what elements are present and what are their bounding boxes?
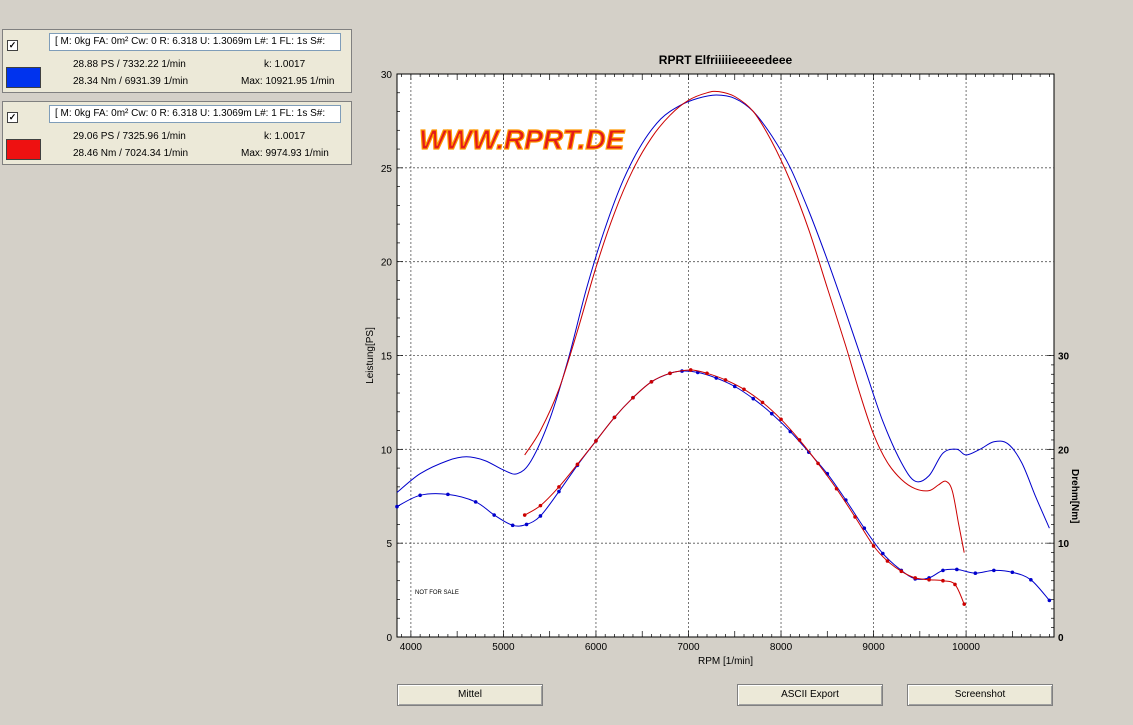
run-1-power: 28.88 PS / 7332.22 1/min bbox=[73, 59, 186, 70]
series-4-point bbox=[649, 379, 654, 384]
series-4-point bbox=[705, 371, 709, 376]
series-4-point bbox=[853, 515, 857, 519]
y-tick-label: 15 bbox=[381, 352, 393, 363]
series-4-point bbox=[575, 462, 580, 467]
run-1-checkbox[interactable]: ✓ bbox=[7, 40, 18, 51]
series-3-point bbox=[492, 513, 496, 517]
series-4-point bbox=[899, 569, 904, 574]
series-3-point bbox=[862, 526, 867, 530]
y-tick-label: 0 bbox=[386, 633, 392, 644]
x-axis-label: RPM [1/min] bbox=[698, 656, 753, 667]
series-3-point bbox=[973, 571, 978, 575]
series-4-point bbox=[688, 368, 693, 372]
run-1-torque: 28.34 Nm / 6931.39 1/min bbox=[73, 76, 189, 87]
run-1-max: Max: 10921.95 1/min bbox=[241, 76, 335, 87]
y2-tick-label: 20 bbox=[1058, 445, 1070, 456]
series-4-point bbox=[953, 582, 957, 587]
series-4-point bbox=[797, 438, 802, 442]
series-3-point bbox=[1029, 577, 1033, 582]
series-3-point bbox=[524, 522, 529, 527]
y-tick-label: 20 bbox=[381, 258, 393, 269]
series-3-point bbox=[732, 384, 737, 389]
y-tick-label: 10 bbox=[381, 445, 393, 456]
y-axis-label: Leistung[PS] bbox=[365, 327, 376, 384]
run-1-color-swatch[interactable] bbox=[6, 67, 41, 88]
series-4-point bbox=[668, 371, 672, 376]
series-3-point bbox=[955, 567, 959, 572]
run-2-info-field[interactable]: [ M: 0kg FA: 0m² Cw: 0 R: 6.318 U: 1.306… bbox=[49, 105, 341, 123]
series-3-point bbox=[992, 568, 996, 573]
series-3-point bbox=[941, 568, 945, 573]
series-4-point bbox=[816, 461, 820, 466]
series-3-point bbox=[881, 551, 885, 556]
ascii-export-button[interactable]: ASCII Export bbox=[737, 684, 883, 706]
series-4-point bbox=[538, 503, 543, 508]
series-4-point bbox=[612, 415, 617, 420]
series-2-line bbox=[524, 90, 965, 553]
series-4-point bbox=[913, 576, 917, 580]
series-3-point bbox=[1047, 598, 1052, 603]
series-3-point bbox=[538, 514, 543, 518]
not-for-sale-label: NOT FOR SALE bbox=[415, 590, 459, 596]
y-tick-label: 25 bbox=[381, 164, 393, 175]
chart-title: RPRT Elfriiiiieeeeedeee bbox=[659, 53, 793, 67]
x-tick-label: 8000 bbox=[770, 642, 793, 653]
series-3-point bbox=[446, 492, 450, 497]
run-panel-2: ✓ [ M: 0kg FA: 0m² Cw: 0 R: 6.318 U: 1.3… bbox=[2, 101, 352, 165]
watermark-logo: WWW.RPRT.DE bbox=[419, 124, 626, 155]
series-4-point bbox=[779, 417, 783, 422]
run-2-color-swatch[interactable] bbox=[6, 139, 41, 160]
series-4-point bbox=[594, 439, 598, 443]
run-panel-1: ✓ [ M: 0kg FA: 0m² Cw: 0 R: 6.318 U: 1.3… bbox=[2, 29, 352, 93]
dyno-chart: RPRT Elfriiiiieeeeedeee 4000 5000 6000 7000 8… bbox=[365, 53, 1080, 667]
y2-tick-label: 30 bbox=[1058, 352, 1070, 363]
series-4-point bbox=[962, 602, 967, 606]
series-3-point bbox=[751, 396, 756, 401]
x-tick-label: 9000 bbox=[862, 642, 885, 653]
series-4-point bbox=[631, 395, 635, 400]
x-tick-label: 5000 bbox=[492, 642, 515, 653]
series-3-point bbox=[769, 411, 774, 416]
y-tick-label: 30 bbox=[381, 70, 393, 81]
y2-tick-label: 10 bbox=[1058, 539, 1070, 550]
series-3-point bbox=[473, 500, 478, 504]
series-4-point bbox=[723, 378, 728, 382]
x-tick-label: 6000 bbox=[585, 642, 608, 653]
series-4-point bbox=[941, 578, 945, 583]
series-4-point bbox=[522, 513, 527, 517]
x-tick-label: 7000 bbox=[677, 642, 700, 653]
run-2-power: 29.06 PS / 7325.96 1/min bbox=[73, 131, 186, 142]
run-2-checkbox[interactable]: ✓ bbox=[7, 112, 18, 123]
run-1-k: k: 1.0017 bbox=[264, 59, 306, 70]
x-tick-label: 4000 bbox=[400, 642, 423, 653]
series-3-point bbox=[510, 523, 515, 528]
series-4-point bbox=[871, 544, 876, 548]
mittel-button[interactable]: Mittel bbox=[397, 684, 543, 706]
run-2-k: k: 1.0017 bbox=[264, 131, 306, 142]
series-4-point bbox=[557, 485, 561, 489]
series-4-point bbox=[760, 400, 765, 405]
y2-tick-label: 0 bbox=[1058, 633, 1064, 644]
series-4-point bbox=[927, 577, 931, 582]
run-2-max: Max: 9974.93 1/min bbox=[241, 148, 329, 159]
run-1-info-field[interactable]: [ M: 0kg FA: 0m² Cw: 0 R: 6.318 U: 1.306… bbox=[49, 33, 341, 51]
y2-axis-label: Drehm[Nm] bbox=[1069, 469, 1080, 523]
series-4-point bbox=[885, 559, 890, 563]
series-3-point bbox=[418, 493, 422, 498]
y-tick-label: 5 bbox=[386, 539, 392, 550]
screenshot-button[interactable]: Screenshot bbox=[907, 684, 1053, 706]
series-4-point bbox=[742, 387, 746, 392]
series-4-point bbox=[834, 486, 839, 491]
x-tick-label: 10000 bbox=[952, 642, 980, 653]
series-3-point bbox=[557, 489, 561, 494]
series-3-point bbox=[1010, 570, 1015, 575]
run-2-torque: 28.46 Nm / 7024.34 1/min bbox=[73, 148, 189, 159]
series-3-point bbox=[395, 504, 399, 509]
